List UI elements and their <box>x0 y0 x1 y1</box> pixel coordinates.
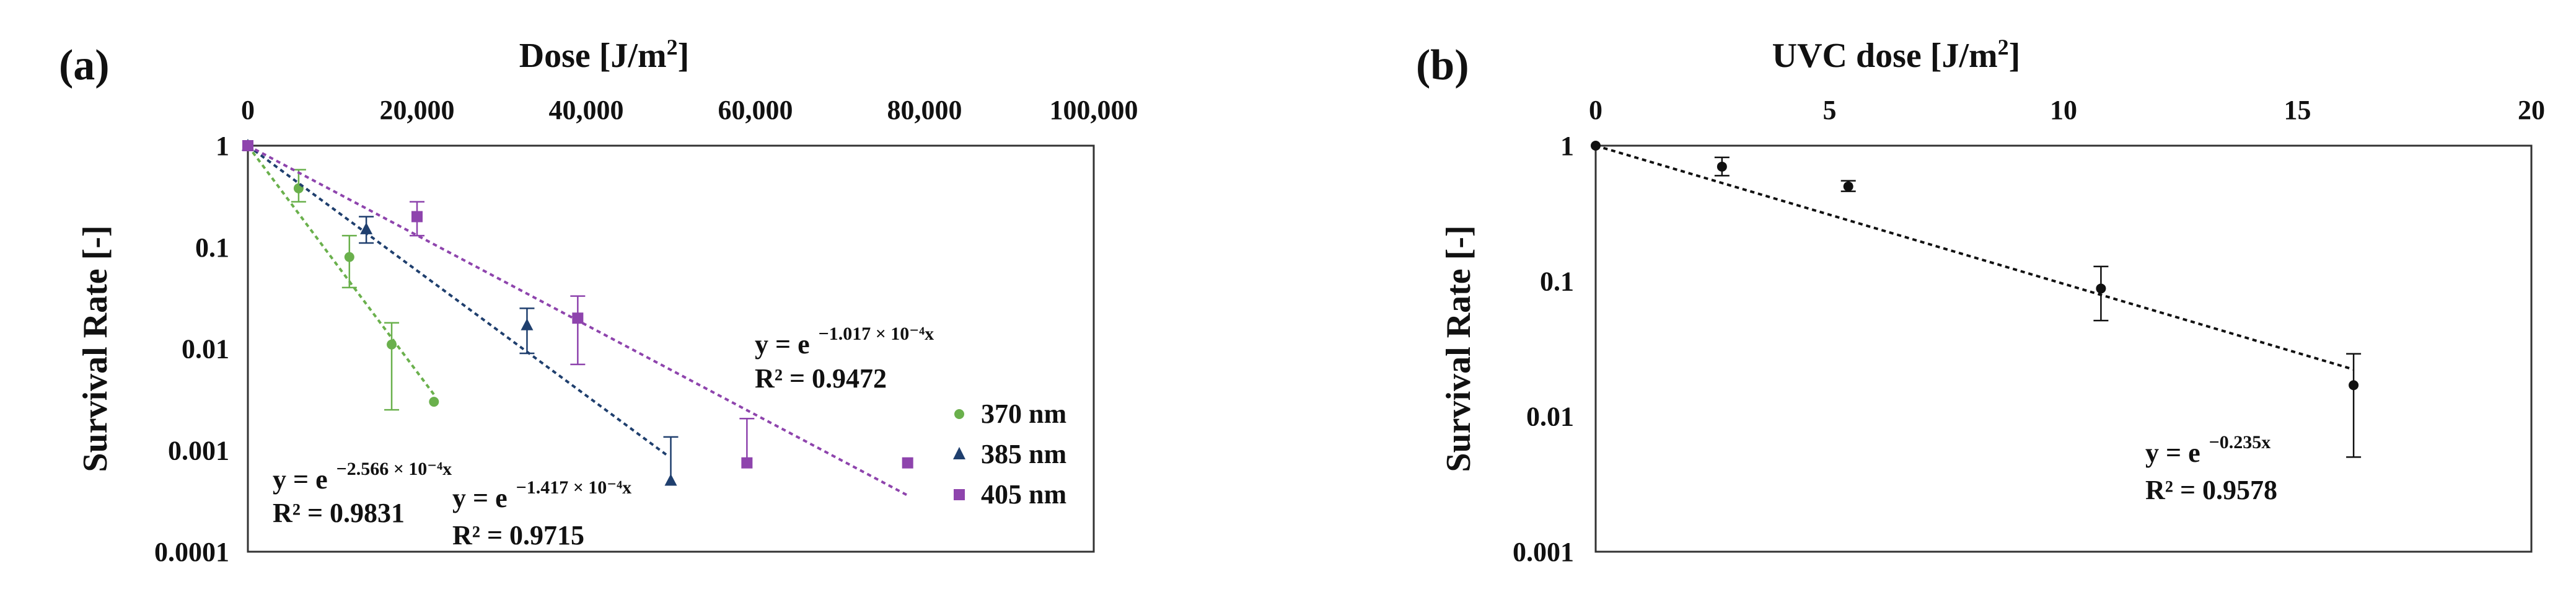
fit-equation-exponent: −0.235x <box>2209 432 2271 453</box>
y-tick-label: 0.0001 <box>154 537 229 567</box>
plot-frame <box>1594 144 2533 553</box>
x-axis-title-end: ] <box>678 37 690 75</box>
fit-equation-exponent: −1.417 × 10⁻⁴x <box>516 477 632 498</box>
plot-frame <box>247 144 1095 553</box>
trendline-1 <box>247 144 667 456</box>
x-axis-title-end: ] <box>2009 37 2021 75</box>
x-tick-label: 5 <box>1823 95 1837 125</box>
fit-equation-base: y = e <box>755 329 810 360</box>
legend-marker <box>954 489 965 500</box>
data-point <box>360 222 373 234</box>
x-tick-label: 0 <box>1589 95 1602 125</box>
fit-equation: y = e −0.235x <box>2145 432 2270 468</box>
y-tick-label: 1 <box>216 131 229 161</box>
x-axis-title-sup: 2 <box>1998 35 2009 60</box>
data-point <box>1843 181 1853 192</box>
chart-panel-1: (b) UVC dose [J/m2] Survival Rate [-] 0 5 10 1… <box>1416 35 2545 567</box>
panel-label: (a) <box>59 42 110 89</box>
data-point <box>664 474 677 486</box>
fit-r-squared: R² = 0.9715 <box>452 520 584 550</box>
x-tick-label: 20,000 <box>380 95 455 125</box>
y-axis-title: Survival Rate [-] <box>76 225 115 472</box>
y-tick-label: 0.01 <box>182 334 229 364</box>
x-axis-title-main: UVC dose [J/m <box>1772 37 1998 75</box>
y-tick-label: 1 <box>1560 131 1574 161</box>
y-tick-label: 0.1 <box>195 232 229 263</box>
legend-label: 385 nm <box>981 439 1066 469</box>
y-tick-label: 0.001 <box>168 435 229 466</box>
fit-equation-exponent: −2.566 × 10⁻⁴x <box>336 459 452 479</box>
y-axis-title: Survival Rate [-] <box>1440 225 1478 472</box>
data-point <box>1591 141 1601 151</box>
fit-equation: y = e −2.566 × 10⁻⁴x <box>273 459 452 495</box>
y-tick-label: 0.001 <box>1513 537 1574 567</box>
x-tick-label: 15 <box>2284 95 2311 125</box>
chart-panel-0: (a) Dose [J/m2] Survival Rate [-] 0 20,000 40… <box>59 35 1138 567</box>
legend-label: 370 nm <box>981 399 1066 429</box>
data-point <box>242 140 253 151</box>
trendline-0 <box>1595 144 2354 371</box>
x-tick-label: 80,000 <box>887 95 962 125</box>
legend-label: 405 nm <box>981 479 1066 510</box>
data-point <box>344 252 354 262</box>
trendline-0 <box>247 144 435 395</box>
x-tick-label: 10 <box>2050 95 2077 125</box>
data-point <box>411 211 423 223</box>
x-tick-label: 60,000 <box>718 95 793 125</box>
data-point <box>1717 161 1727 172</box>
data-point <box>387 339 397 350</box>
x-axis-title-sup: 2 <box>667 35 678 60</box>
x-tick-label: 40,000 <box>549 95 624 125</box>
data-point <box>521 318 534 330</box>
fit-equation-base: y = e <box>2145 438 2200 468</box>
y-tick-label: 0.01 <box>1526 402 1574 432</box>
data-point <box>2096 283 2106 294</box>
legend-marker <box>954 409 964 419</box>
panel-label: (b) <box>1416 42 1469 89</box>
x-tick-label: 20 <box>2518 95 2545 125</box>
data-point <box>902 457 913 469</box>
fit-r-squared: R² = 0.9472 <box>755 363 887 394</box>
fit-equation-exponent: −1.017 × 10⁻⁴x <box>819 324 934 344</box>
fit-r-squared: R² = 0.9578 <box>2145 475 2277 505</box>
fit-equation: y = e −1.417 × 10⁻⁴x <box>452 477 631 513</box>
fit-equation: y = e −1.017 × 10⁻⁴x <box>755 324 934 360</box>
x-axis-title-main: Dose [J/m <box>519 37 667 75</box>
x-axis-title: Dose [J/m2] <box>519 35 690 75</box>
fit-equation-base: y = e <box>452 483 508 513</box>
data-point <box>429 397 439 407</box>
data-point <box>741 457 753 469</box>
x-tick-label: 0 <box>241 95 255 125</box>
legend-marker <box>953 447 965 459</box>
fit-equation-base: y = e <box>273 464 328 495</box>
x-axis-title: UVC dose [J/m2] <box>1772 35 2021 75</box>
fit-r-squared: R² = 0.9831 <box>273 498 405 528</box>
x-tick-label: 100,000 <box>1050 95 1138 125</box>
y-tick-label: 0.1 <box>1540 266 1574 296</box>
data-point <box>2349 380 2359 391</box>
data-point <box>572 312 584 324</box>
